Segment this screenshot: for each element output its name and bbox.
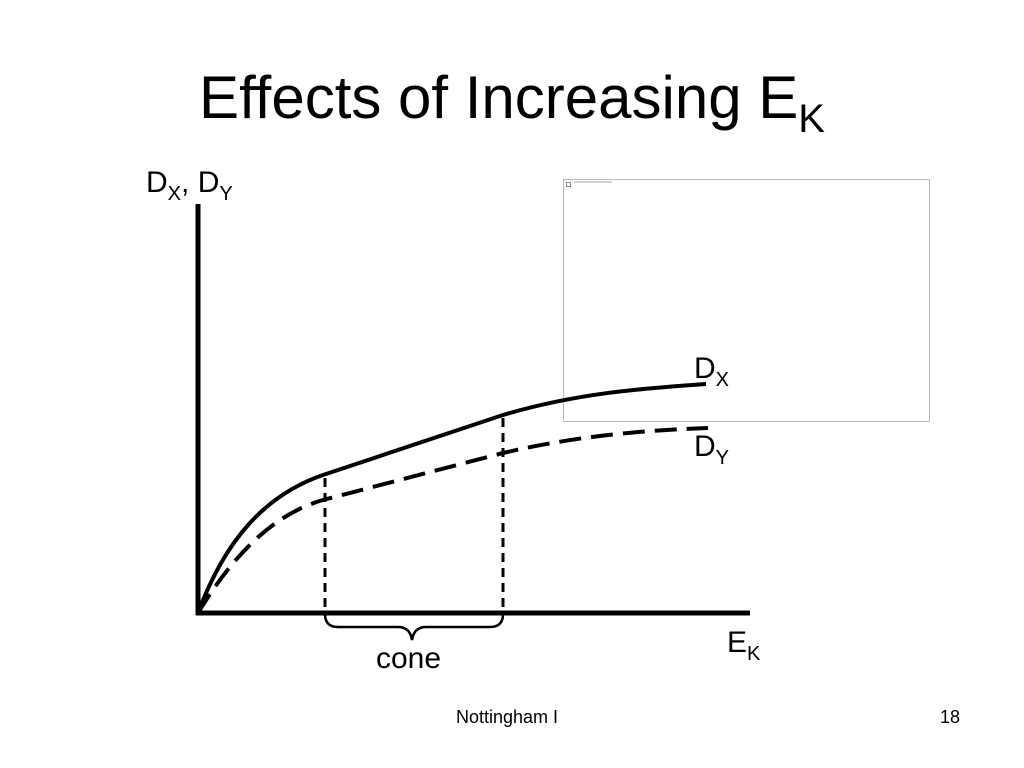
- broken-image-icon: [566, 182, 571, 187]
- y-label-dy-sub: Y: [219, 183, 233, 205]
- y-label-dx-sub: X: [167, 183, 182, 205]
- dy-label-sub: Y: [715, 447, 730, 469]
- footer-text: Nottingham I: [456, 707, 559, 727]
- dy-curve-label: DY: [694, 430, 729, 475]
- page-number: 18: [940, 707, 961, 727]
- embedded-image-placeholder: [563, 179, 930, 422]
- dy-curve: [196, 426, 709, 615]
- dx-label-sub: X: [715, 369, 730, 391]
- slide-title: Effects of Increasing EK: [0, 62, 1024, 155]
- dx-label-text: D: [694, 352, 716, 385]
- dx-curve: [196, 382, 707, 614]
- y-label-dy: D: [197, 166, 220, 199]
- cone-label: cone: [376, 642, 442, 675]
- x-label-text: E: [727, 626, 748, 659]
- slide-title-text: Effects of Increasing E: [199, 64, 799, 131]
- x-label-sub: K: [747, 643, 761, 665]
- y-label-separator: ,: [181, 166, 198, 199]
- dy-label-text: D: [694, 430, 716, 463]
- cone-brace: [323, 613, 505, 641]
- dx-curve-label: DX: [694, 352, 729, 397]
- slide-title-subscript: K: [798, 97, 825, 141]
- x-axis-label: EK: [727, 626, 760, 671]
- y-axis-label: DX, DY: [146, 166, 233, 211]
- y-label-dx: D: [146, 166, 168, 199]
- image-alt-text-line: [574, 181, 612, 183]
